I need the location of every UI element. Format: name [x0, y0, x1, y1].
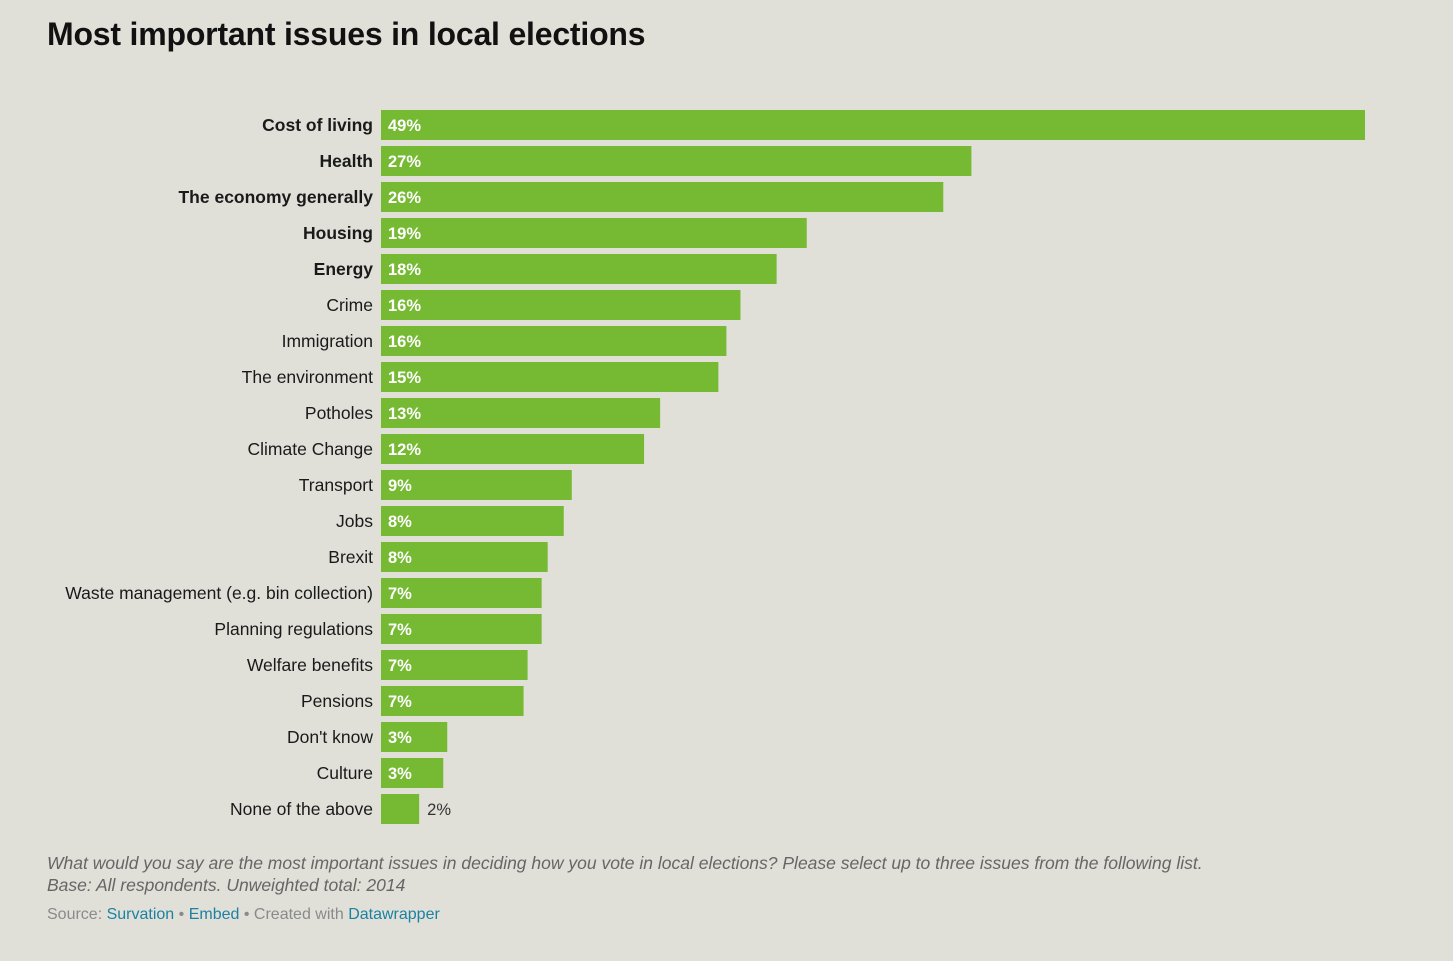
bar [381, 398, 661, 428]
value-label: 19% [388, 225, 421, 243]
value-label: 49% [388, 117, 421, 135]
value-label: 16% [388, 333, 421, 351]
value-label: 2% [427, 801, 451, 819]
bar [381, 146, 972, 176]
base-note: Base: All respondents. Unweighted total:… [47, 875, 406, 895]
category-label: Housing [303, 223, 373, 243]
value-label: 3% [388, 765, 412, 783]
category-label: Pensions [301, 691, 373, 711]
category-label: Waste management (e.g. bin collection) [65, 583, 373, 603]
bar [381, 470, 572, 500]
value-label: 15% [388, 369, 421, 387]
bar [381, 650, 528, 680]
value-label: 27% [388, 153, 421, 171]
category-label: Potholes [305, 403, 373, 423]
bar-chart: Cost of living 49% Health 27% The economy ge… [65, 110, 1365, 824]
bar [381, 434, 645, 464]
chart-notes: What would you say are the most importan… [47, 852, 1203, 896]
category-label: The economy generally [178, 187, 373, 207]
category-label: Don't know [287, 727, 373, 747]
value-label: 9% [388, 477, 412, 495]
value-label: 7% [388, 585, 412, 603]
bar [381, 506, 564, 536]
category-label: Energy [314, 259, 374, 279]
bar [381, 758, 444, 788]
footer-separator: • [178, 906, 185, 923]
bar [381, 722, 448, 752]
value-label: 26% [388, 189, 421, 207]
category-label: Brexit [328, 547, 373, 567]
value-label: 7% [388, 693, 412, 711]
category-label: Jobs [336, 511, 373, 531]
bar [381, 326, 727, 356]
category-label: Culture [317, 763, 373, 783]
category-label: Transport [299, 475, 373, 495]
bar [381, 794, 420, 824]
category-label: None of the above [230, 799, 373, 819]
footer-separator: • [243, 906, 250, 923]
bar [381, 686, 524, 716]
bar [381, 362, 719, 392]
bar [381, 578, 542, 608]
bar [381, 182, 944, 212]
created-prefix: Created with [253, 906, 344, 923]
datawrapper-link[interactable]: Datawrapper [348, 906, 440, 923]
value-label: 7% [388, 657, 412, 675]
value-label: 8% [388, 549, 412, 567]
category-label: Cost of living [262, 115, 373, 135]
category-label: Health [320, 151, 373, 171]
bar [381, 218, 807, 248]
value-label: 18% [388, 261, 421, 279]
chart-footer: Source: Survation • Embed • Created with… [47, 906, 440, 924]
value-label: 3% [388, 729, 412, 747]
bar [381, 254, 777, 284]
category-label: The environment [242, 367, 373, 387]
value-label: 7% [388, 621, 412, 639]
category-label: Welfare benefits [247, 655, 373, 675]
category-label: Climate Change [248, 439, 373, 459]
source-link[interactable]: Survation [106, 906, 175, 923]
value-label: 16% [388, 297, 421, 315]
bar [381, 290, 741, 320]
value-label: 12% [388, 441, 421, 459]
bar [381, 542, 548, 572]
bar [381, 110, 1365, 140]
category-label: Planning regulations [214, 619, 373, 639]
embed-link[interactable]: Embed [188, 906, 240, 923]
category-label: Crime [326, 295, 373, 315]
source-prefix: Source: [47, 906, 103, 923]
value-label: 13% [388, 405, 421, 423]
value-label: 8% [388, 513, 412, 531]
chart-title: Most important issues in local elections [47, 16, 646, 52]
bar [381, 614, 542, 644]
category-label: Immigration [282, 331, 373, 351]
question-note: What would you say are the most importan… [47, 853, 1203, 873]
